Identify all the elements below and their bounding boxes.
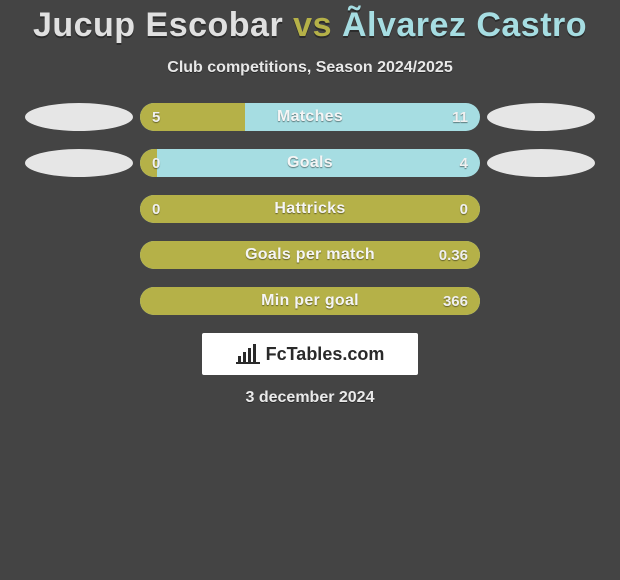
player2-logo-placeholder [487, 103, 595, 131]
date-text: 3 december 2024 [0, 389, 620, 407]
bar-chart-icon [236, 344, 260, 364]
stat-label: Min per goal [140, 287, 480, 315]
stat-bar: 04Goals [140, 149, 480, 177]
stat-bar: 00Hattricks [140, 195, 480, 223]
vs-word: vs [293, 6, 332, 44]
row-left-slot [18, 149, 140, 177]
brand-badge: FcTables.com [202, 333, 418, 375]
stat-label: Matches [140, 103, 480, 131]
row-left-slot [18, 103, 140, 131]
row-right-slot [480, 103, 602, 131]
player1-logo-placeholder [25, 149, 133, 177]
stat-rows: 511Matches 04Goals 00Hattricks 0.36Goals pe… [0, 103, 620, 315]
stat-bar: 0.36Goals per match [140, 241, 480, 269]
brand-text: FcTables.com [266, 344, 385, 365]
stat-bar: 366Min per goal [140, 287, 480, 315]
stat-row: 04Goals [0, 149, 620, 177]
page-title: Jucup Escobar vs Ãlvarez Castro [0, 6, 620, 45]
stat-row: 00Hattricks [0, 195, 620, 223]
row-right-slot [480, 149, 602, 177]
stat-label: Goals [140, 149, 480, 177]
stat-label: Goals per match [140, 241, 480, 269]
comparison-infographic: Jucup Escobar vs Ãlvarez Castro Club com… [0, 0, 620, 407]
stat-row: 0.36Goals per match [0, 241, 620, 269]
stat-label: Hattricks [140, 195, 480, 223]
stat-bar: 511Matches [140, 103, 480, 131]
player1-logo-placeholder [25, 103, 133, 131]
stat-row: 366Min per goal [0, 287, 620, 315]
player2-logo-placeholder [487, 149, 595, 177]
subtitle: Club competitions, Season 2024/2025 [0, 59, 620, 77]
stat-row: 511Matches [0, 103, 620, 131]
player2-name: Ãlvarez Castro [342, 6, 587, 44]
player1-name: Jucup Escobar [33, 6, 283, 44]
